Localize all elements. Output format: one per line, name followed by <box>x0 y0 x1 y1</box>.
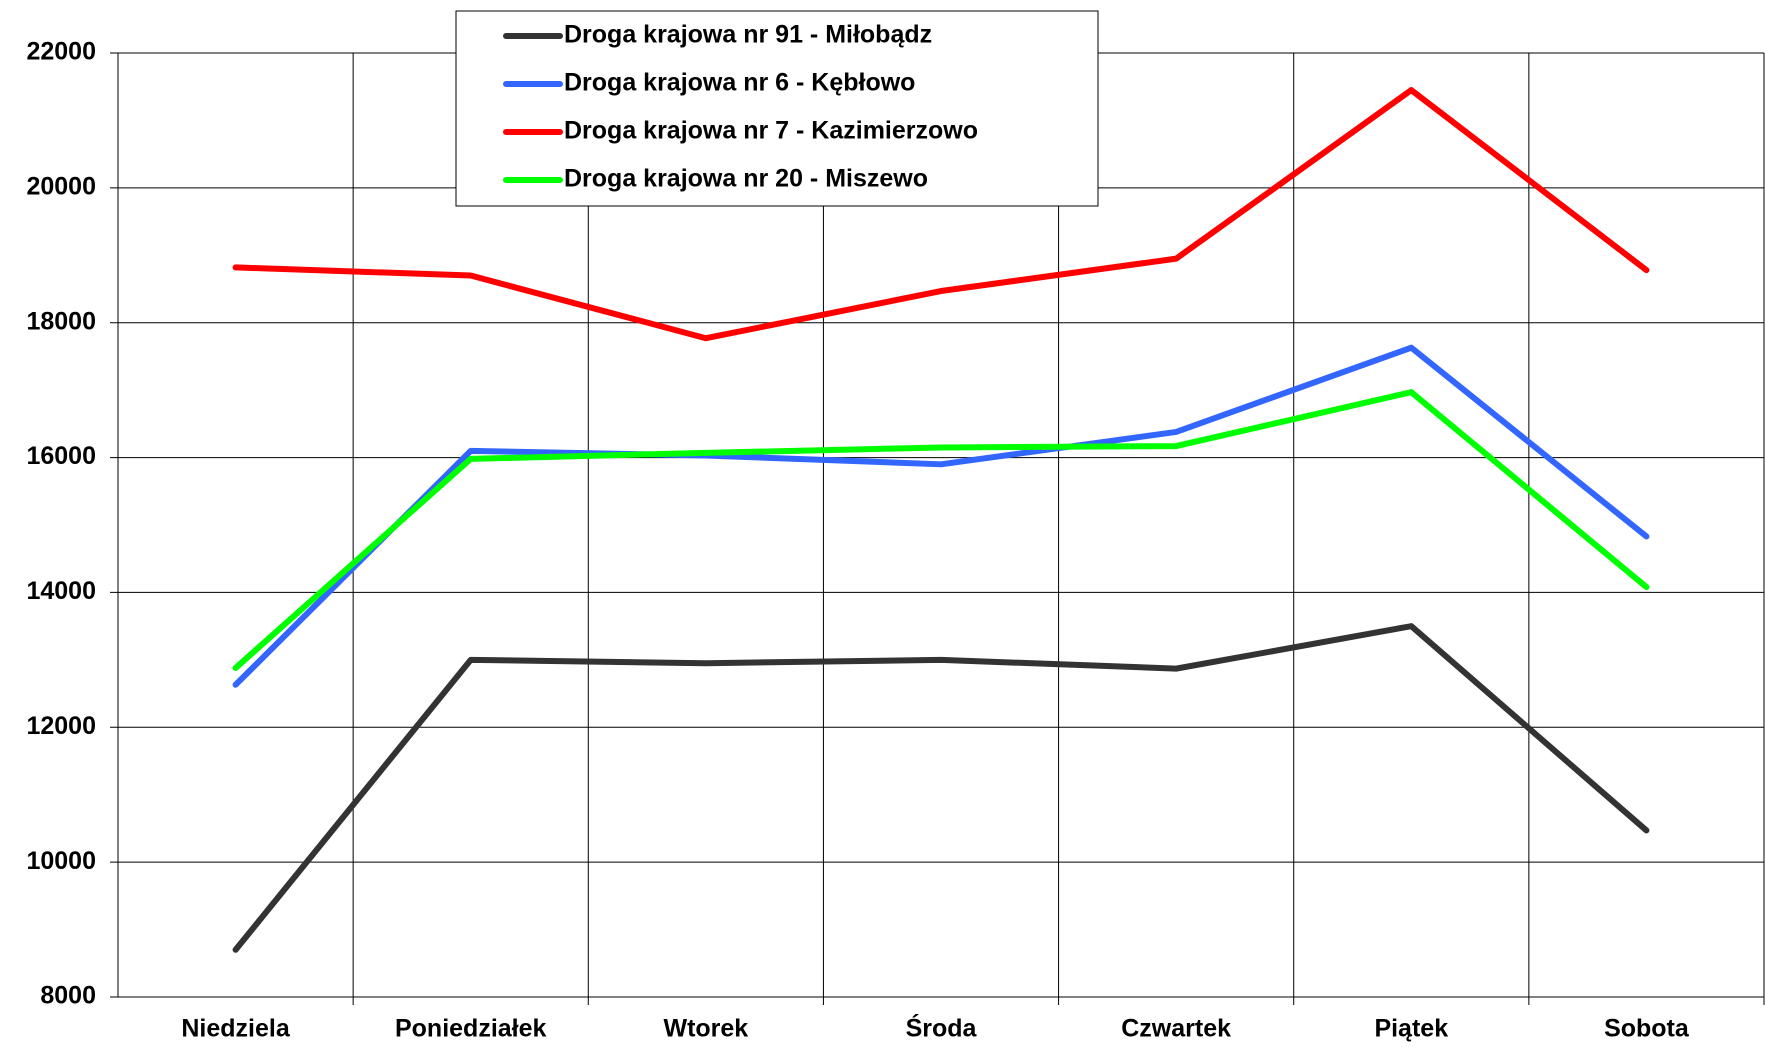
y-tick-label: 22000 <box>26 38 96 66</box>
y-tick-label: 8000 <box>40 982 96 1010</box>
x-tick-label: Niedziela <box>181 1015 290 1043</box>
y-tick-label: 14000 <box>26 577 96 605</box>
legend-box <box>455 10 1099 207</box>
series-line <box>232 87 1650 342</box>
series-line <box>232 623 1650 953</box>
y-tick-label: 10000 <box>26 847 96 875</box>
series-line <box>232 344 1650 688</box>
x-tick-label: Wtorek <box>663 1015 748 1043</box>
y-tick-label: 12000 <box>26 712 96 740</box>
legend-label: Droga krajowa nr 7 - Kazimierzowo <box>564 117 978 145</box>
x-tick-label: Czwartek <box>1121 1015 1231 1043</box>
series-line <box>232 389 1650 671</box>
x-tick-label: Środa <box>906 1013 978 1043</box>
legend-label: Droga krajowa nr 6 - Kębłowo <box>564 69 915 97</box>
x-tick-label: Poniedziałek <box>395 1015 547 1043</box>
legend-label: Droga krajowa nr 91 - Miłobądz <box>564 21 932 49</box>
y-tick-label: 20000 <box>26 172 96 200</box>
y-tick-label: 18000 <box>26 307 96 335</box>
legend-label: Droga krajowa nr 20 - Miszewo <box>564 165 928 193</box>
x-tick-label: Sobota <box>1604 1015 1690 1043</box>
x-tick-label: Piątek <box>1374 1015 1448 1043</box>
y-tick-label: 16000 <box>26 442 96 470</box>
